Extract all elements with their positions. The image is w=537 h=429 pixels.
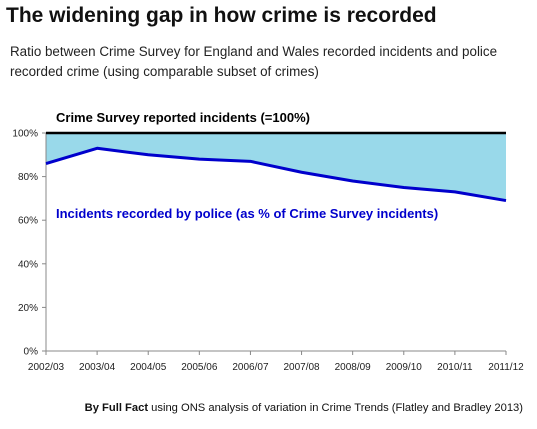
x-tick-label: 2011/12 [488,362,524,373]
x-axis-ticks [45,351,507,355]
y-tick-labels: 0% 20% 40% 60% 80% 100% [12,129,38,358]
y-axis-ticks [42,132,46,352]
source-text: using ONS analysis of variation in Crime… [148,402,523,414]
y-tick-label: 20% [18,303,38,314]
x-tick-label: 2002/03 [28,362,65,373]
series-line-police [45,146,507,203]
source-note: By Full Fact using ONS analysis of varia… [85,402,523,414]
y-tick-label: 40% [18,259,38,270]
source-author: By Full Fact [84,402,149,414]
x-tick-label: 2004/05 [130,362,167,373]
x-tick-label: 2005/06 [181,362,218,373]
series-label-police: Incidents recorded by police (as % of Cr… [56,206,438,221]
x-tick-label: 2007/08 [283,362,320,373]
series-label-crime-survey: Crime Survey reported incidents (=100%) [56,110,310,125]
gap-area [46,133,506,201]
chart-subtitle: Ratio between Crime Survey for England a… [10,44,498,79]
x-tick-labels: 2002/03 2003/04 2004/05 2005/06 2006/07 2007/… [28,362,524,373]
x-tick-label: 2006/07 [232,362,269,373]
x-tick-label: 2010/11 [437,362,473,373]
y-tick-label: 80% [18,172,38,183]
y-tick-label: 0% [24,347,39,358]
y-tick-label: 60% [18,216,38,227]
x-tick-label: 2003/04 [79,362,116,373]
chart-title: The widening gap in how crime is recorde… [6,4,437,27]
x-tick-label: 2009/10 [386,362,423,373]
y-tick-label: 100% [12,129,38,140]
x-tick-label: 2008/09 [335,362,372,373]
chart: 0% 20% 40% 60% 80% 100% 2002/03 2003/04 2004/05… [12,110,524,373]
